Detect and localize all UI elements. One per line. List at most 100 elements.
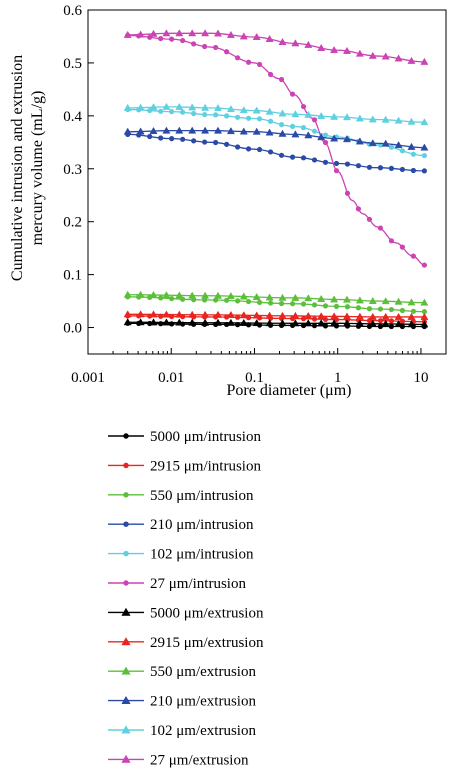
y-tick-label: 0.0: [63, 321, 82, 337]
data-point: [226, 310, 235, 318]
data-point: [169, 136, 175, 142]
data-point: [202, 43, 208, 50]
data-point: [158, 35, 164, 42]
data-point: [136, 318, 145, 326]
data-point: [407, 117, 416, 125]
data-point: [394, 116, 403, 124]
data-point: [300, 301, 307, 307]
legend-label: 210 μm/extrusion: [150, 694, 256, 710]
data-point: [317, 294, 326, 302]
data-point: [265, 319, 274, 327]
y-tick-label: 0.5: [63, 56, 82, 72]
data-point: [410, 167, 417, 174]
data-point: [388, 238, 395, 244]
data-point: [265, 293, 274, 301]
legend-item: 5000 μm/extrusion: [108, 605, 264, 621]
data-point: [394, 297, 403, 305]
data-point: [394, 54, 403, 62]
data-point: [175, 291, 184, 299]
data-point: [188, 291, 197, 299]
data-point: [342, 312, 352, 320]
data-point: [300, 125, 307, 131]
data-point: [239, 106, 248, 114]
legend-item: 102 μm/extrusion: [108, 723, 256, 739]
data-point: [226, 127, 235, 135]
data-point: [175, 102, 184, 110]
data-point: [410, 253, 417, 259]
data-point: [234, 314, 241, 320]
data-point: [311, 323, 318, 329]
legend-marker: [121, 695, 131, 704]
legend-marker: [123, 521, 129, 527]
data-point: [368, 115, 377, 123]
series-9: [123, 126, 429, 151]
data-point: [289, 91, 296, 97]
legend-item: 27 μm/extrusion: [108, 752, 249, 768]
data-point: [265, 311, 274, 319]
data-point: [234, 298, 241, 304]
data-point: [330, 295, 339, 303]
data-point: [213, 318, 223, 326]
data-point: [239, 292, 248, 300]
data-point: [304, 294, 313, 302]
data-point: [377, 318, 384, 324]
data-point: [162, 318, 171, 326]
data-point: [245, 59, 252, 65]
data-point: [291, 311, 300, 319]
data-point: [317, 319, 326, 327]
data-point: [311, 117, 318, 123]
data-point: [420, 143, 429, 151]
data-point: [300, 103, 307, 110]
data-point: [399, 148, 406, 154]
data-point: [278, 76, 285, 83]
data-point: [224, 297, 230, 303]
data-point: [300, 316, 307, 322]
legend-marker: [123, 492, 129, 498]
data-point: [407, 298, 416, 306]
data-point: [291, 319, 300, 327]
data-point: [355, 49, 364, 57]
legend-marker: [121, 754, 131, 763]
data-point: [239, 127, 248, 135]
data-point: [333, 160, 340, 167]
y-axis-title-line-1: Cumulative intrusion and extrusion: [9, 55, 26, 281]
series-6: [123, 318, 429, 328]
data-point: [388, 306, 395, 313]
data-point: [381, 52, 390, 60]
data-point: [368, 51, 377, 59]
data-point: [136, 290, 145, 298]
data-point: [188, 310, 197, 318]
data-point: [420, 320, 429, 328]
data-point: [267, 71, 274, 78]
legend-marker: [123, 462, 129, 469]
data-point: [366, 306, 373, 312]
data-point: [175, 126, 184, 134]
legend-label: 210 μm/intrusion: [150, 517, 254, 533]
data-point: [213, 126, 223, 134]
legend-label: 102 μm/intrusion: [150, 547, 254, 563]
data-point: [355, 206, 362, 212]
data-point: [368, 296, 377, 304]
y-tick-label: 0.1: [63, 268, 82, 284]
data-point: [291, 39, 300, 47]
data-point: [304, 110, 313, 118]
data-point: [169, 295, 175, 302]
data-point: [191, 110, 197, 117]
data-point: [388, 323, 395, 330]
data-point: [265, 34, 274, 42]
data-point: [175, 29, 184, 37]
data-point: [158, 295, 164, 301]
series-5: [125, 32, 427, 268]
series-4: [125, 106, 427, 159]
data-point: [226, 30, 235, 38]
data-point: [317, 312, 326, 320]
plot-frame: [87, 9, 447, 355]
data-point: [300, 322, 307, 329]
data-point: [322, 159, 329, 165]
axes: 0.0 0.1 0.2 0.3 0.4 0.5 0.6 0.001 0.01 0.1 1 10: [63, 3, 447, 386]
data-point: [213, 291, 223, 299]
data-point: [213, 112, 219, 118]
data-point: [256, 146, 263, 153]
legend-item: 2915 μm/intrusion: [108, 458, 261, 474]
